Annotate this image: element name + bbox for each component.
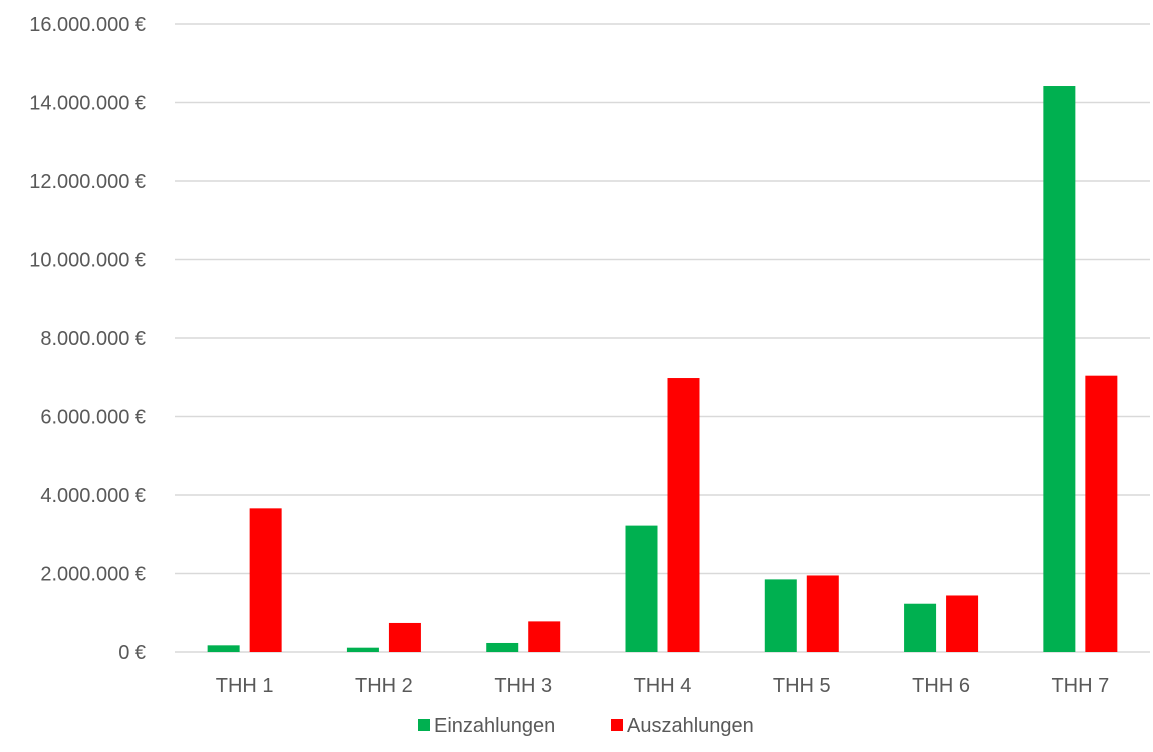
legend-swatch-auszahlungen bbox=[611, 719, 623, 731]
y-tick-label: 8.000.000 € bbox=[40, 328, 146, 350]
x-category-label: THH 3 bbox=[494, 675, 552, 697]
y-tick-label: 4.000.000 € bbox=[40, 485, 146, 507]
y-tick-label: 2.000.000 € bbox=[40, 564, 146, 586]
bar-einzahlungen-5 bbox=[764, 579, 797, 652]
bars bbox=[207, 86, 1118, 652]
bar-einzahlungen-2 bbox=[346, 647, 379, 652]
x-category-label: THH 2 bbox=[355, 675, 413, 697]
bar-auszahlungen-6 bbox=[946, 595, 979, 652]
x-axis-category-labels: THH 1 THH 2 THH 3 THH 4 THH 5 THH 6 THH 7 bbox=[216, 675, 1110, 697]
x-category-label: THH 4 bbox=[634, 675, 692, 697]
y-tick-label: 10.000.000 € bbox=[29, 250, 146, 272]
y-tick-label: 0 € bbox=[118, 642, 146, 664]
legend-swatch-einzahlungen bbox=[418, 719, 430, 731]
legend: Einzahlungen Auszahlungen bbox=[418, 715, 754, 737]
y-axis-tick-labels: 0 € 2.000.000 € 4.000.000 € 6.000.000 € 8.00… bbox=[29, 14, 146, 664]
y-tick-label: 6.000.000 € bbox=[40, 407, 146, 429]
x-category-label: THH 6 bbox=[912, 675, 970, 697]
bar-auszahlungen-1 bbox=[249, 508, 282, 652]
bar-auszahlungen-3 bbox=[528, 621, 561, 652]
bar-auszahlungen-4 bbox=[667, 378, 700, 652]
bar-einzahlungen-3 bbox=[486, 642, 519, 652]
x-category-label: THH 5 bbox=[773, 675, 831, 697]
bar-einzahlungen-1 bbox=[207, 645, 240, 652]
bar-einzahlungen-6 bbox=[904, 603, 937, 652]
gridlines bbox=[175, 23, 1150, 653]
bar-einzahlungen-7 bbox=[1043, 86, 1076, 652]
y-tick-label: 16.000.000 € bbox=[29, 14, 146, 36]
bar-auszahlungen-2 bbox=[388, 622, 421, 652]
legend-label-einzahlungen: Einzahlungen bbox=[434, 715, 555, 737]
bar-einzahlungen-4 bbox=[625, 525, 658, 652]
bar-auszahlungen-5 bbox=[806, 575, 839, 652]
y-tick-label: 12.000.000 € bbox=[29, 171, 146, 193]
bar-auszahlungen-7 bbox=[1085, 375, 1118, 652]
legend-label-auszahlungen: Auszahlungen bbox=[627, 715, 754, 737]
x-category-label: THH 7 bbox=[1051, 675, 1109, 697]
x-category-label: THH 1 bbox=[216, 675, 274, 697]
y-tick-label: 14.000.000 € bbox=[29, 93, 146, 115]
